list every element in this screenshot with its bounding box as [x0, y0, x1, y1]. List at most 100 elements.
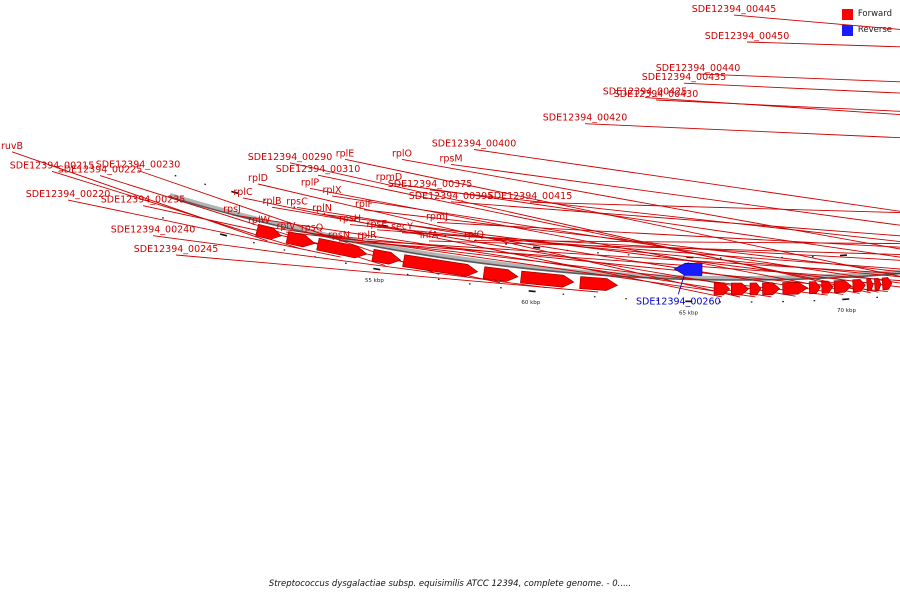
label-leader	[366, 240, 900, 275]
gene-label-forward: SDE12394_00375	[388, 179, 473, 190]
legend-reverse-label: Reverse	[857, 25, 892, 35]
gene-label-forward: rplB	[262, 196, 281, 207]
legend-item-forward: Forward	[841, 8, 892, 20]
label-leader	[401, 158, 900, 250]
label-leader	[338, 240, 900, 282]
gene-label-forward: rpmJ	[426, 211, 448, 222]
gene-forward[interactable]	[852, 279, 866, 293]
gene-label-forward: rplO	[392, 148, 412, 159]
tick-label: 55 kbp	[365, 278, 384, 284]
gene-label-forward: rpmD	[376, 172, 403, 183]
label-leader	[401, 232, 900, 261]
gene-forward[interactable]	[782, 281, 809, 295]
forward-swatch	[841, 8, 853, 20]
gene-label-forward: SDE12394_00225	[58, 165, 143, 176]
legend-forward-label: Forward	[857, 9, 892, 19]
gene-forward[interactable]	[713, 282, 731, 296]
gene-forward[interactable]	[730, 282, 749, 296]
tick-label: 60 kbp	[521, 300, 540, 306]
label-leader	[644, 97, 900, 116]
label-leader	[852, 0, 900, 12]
gene-label-forward: SDE12394_00240	[111, 225, 196, 236]
gene-forward[interactable]	[316, 237, 368, 259]
label-leader	[388, 182, 900, 258]
label-leader	[733, 14, 900, 30]
gene-label-forward: infA	[420, 230, 439, 241]
label-leader	[296, 206, 844, 295]
gene-label-forward: SDE12394_00395	[409, 191, 494, 202]
label-leader	[746, 41, 900, 48]
label-leader	[807, 0, 900, 22]
gene-label-forward: SDE12394_00425	[603, 87, 688, 98]
label-leader	[473, 149, 900, 212]
label-leader	[152, 235, 547, 289]
gene-label-forward: rplX	[322, 185, 342, 196]
label-leader	[450, 201, 900, 237]
gene-reverse[interactable]	[673, 262, 703, 276]
gene-label-forward: SDE12394_00435	[642, 72, 727, 83]
gene-label-forward: SDE12394_00400	[432, 139, 517, 150]
gene-label-forward: rplF	[355, 199, 373, 210]
label-leader	[529, 201, 900, 214]
major-tick	[381, 224, 389, 228]
label-leader	[683, 82, 900, 94]
gene-label-forward: SDE12394_00430	[614, 89, 699, 100]
label-leader	[436, 221, 900, 248]
gene-label-forward: SDE12394_00450	[705, 31, 790, 42]
gene-forward[interactable]	[371, 248, 402, 265]
gene-label-forward: SDE12394_00310	[276, 164, 361, 175]
gene-forward[interactable]	[579, 276, 619, 291]
gene-label-forward: rplR	[357, 230, 377, 241]
gene-label-forward: rplW	[248, 215, 271, 226]
gene-label-forward: rplD	[248, 173, 268, 184]
gene-label-forward: SDE12394_00440	[656, 63, 741, 74]
label-leader	[363, 209, 900, 273]
gene-features	[255, 223, 893, 296]
gene-forward[interactable]	[833, 279, 852, 294]
gene-label-forward: rplP	[301, 177, 320, 188]
legend: Forward Reverse	[841, 8, 892, 40]
major-tick	[373, 267, 381, 271]
gene-label-forward: rpsC	[286, 196, 308, 207]
gene-forward[interactable]	[749, 282, 762, 296]
label-leader	[697, 73, 900, 83]
gene-label-forward: ruvB	[1, 141, 23, 152]
backbone-shadow	[169, 192, 900, 280]
gene-forward[interactable]	[873, 277, 882, 291]
label-leader	[428, 240, 900, 255]
gene-label-forward: SDE12394_00290	[248, 152, 333, 163]
tick-label: 65 kbp	[679, 310, 698, 316]
gene-forward[interactable]	[482, 266, 519, 282]
label-leader	[258, 225, 756, 298]
gene-forward[interactable]	[402, 254, 479, 277]
label-leader	[796, 0, 900, 34]
gene-label-forward: SDE12394_00230	[96, 160, 181, 171]
gene-forward[interactable]	[821, 280, 834, 294]
gene-forward[interactable]	[808, 281, 821, 295]
legend-item-reverse: Reverse	[841, 24, 892, 36]
gene-label-forward: SDE12394_00215	[10, 160, 95, 171]
gene-label-forward: rplQ	[464, 230, 484, 241]
map-caption: Streptococcus dysgalactiae subsp. equisi…	[268, 579, 632, 589]
label-leader	[584, 123, 900, 139]
minor-tick	[174, 174, 177, 177]
gene-forward[interactable]	[881, 277, 893, 291]
major-tick	[219, 233, 228, 237]
gene-label-forward: rplC	[233, 187, 253, 198]
gene-label-forward: rpsN	[328, 230, 350, 241]
label-leader	[655, 99, 900, 112]
gene-label-forward: rpsE	[367, 219, 388, 230]
gene-forward[interactable]	[255, 223, 282, 240]
gene-label-forward: rplE	[336, 148, 355, 159]
gene-forward[interactable]	[285, 231, 316, 248]
genome-backbone	[169, 196, 900, 281]
gene-forward[interactable]	[762, 282, 781, 296]
gene-forward[interactable]	[866, 278, 874, 292]
gene-label-forward: rpsQ	[301, 223, 323, 234]
gene-label-forward: SDE12394_00420	[543, 113, 628, 124]
gene-forward[interactable]	[520, 270, 575, 288]
gene-label-reverse: SDE12394_00260	[636, 296, 721, 307]
gene-label-forward: rplN	[312, 203, 332, 214]
gene-label-forward: rplV	[276, 221, 296, 232]
